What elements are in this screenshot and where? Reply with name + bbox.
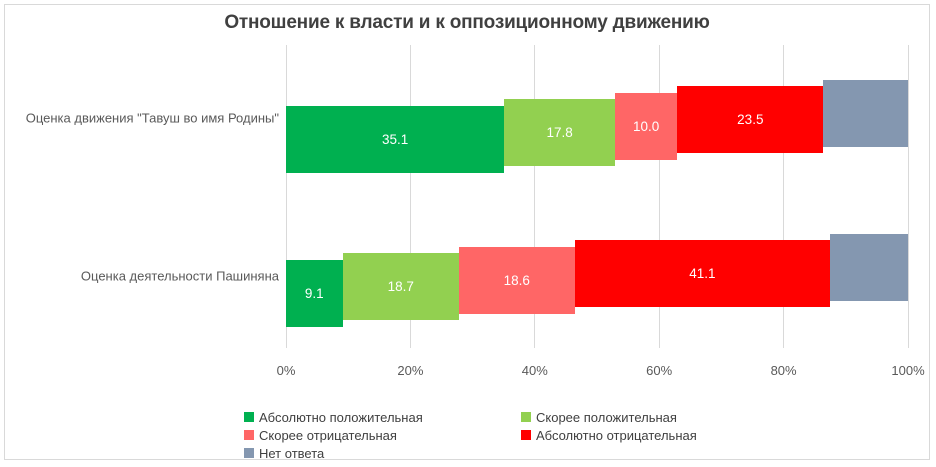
legend-item-label: Нет ответа — [259, 445, 325, 461]
bar-segment: 18.6 — [458, 246, 575, 314]
x-axis-tick-label: 80% — [770, 363, 797, 378]
bar-value-label: 41.1 — [689, 266, 716, 282]
legend-item: Абсолютно отрицательная — [521, 428, 697, 443]
legend: Абсолютно положительная Скорее положитель… — [244, 408, 697, 462]
x-axis-tick-label: 60% — [646, 363, 673, 378]
bar-segment: 23.5 — [677, 86, 824, 154]
bar-value-label: 17.8 — [546, 125, 573, 141]
bar-value-label: 23.5 — [737, 112, 764, 128]
legend-swatch-icon — [244, 448, 254, 458]
gridline — [534, 45, 536, 348]
x-axis: 0% 20% 40% 60% 80% 100% — [277, 363, 925, 379]
legend-swatch-icon — [244, 412, 254, 422]
bar-value-label: 9.1 — [304, 286, 324, 301]
gridline — [658, 45, 660, 348]
category-label: Оценка деятельности Пашиняна — [80, 268, 279, 284]
gridline — [409, 45, 411, 348]
legend-item-label: Скорее отрицательная — [259, 427, 397, 443]
legend-item-label: Абсолютно положительная — [259, 409, 423, 425]
x-axis-tick-label: 0% — [276, 363, 296, 378]
legend-item: Скорее отрицательная — [244, 428, 521, 443]
bar-value-label: 10.0 — [632, 118, 660, 134]
bar-segment: 10.0 — [615, 92, 678, 160]
gridline — [783, 45, 785, 348]
bar-value-label: 18.6 — [503, 272, 530, 288]
legend-swatch-icon — [244, 430, 254, 440]
bar-segment: 35.1 — [286, 106, 505, 173]
gridline — [907, 45, 909, 348]
legend-item-label: Скорее положительная — [536, 409, 677, 425]
x-axis-tick-label: 40% — [521, 363, 548, 378]
bar-segment: 41.1 — [574, 240, 831, 308]
gridline — [285, 45, 287, 348]
legend-swatch-icon — [521, 412, 531, 422]
bar-segment: 18.7 — [342, 253, 459, 321]
x-axis-tick-label: 20% — [397, 363, 424, 378]
plot-area: 35.1 17.8 10.0 23.5 9.1 18.7 18.6 41.1 0% 20% 40% 6… — [277, 45, 925, 378]
legend-item: Нет ответа — [244, 446, 521, 461]
chart-frame: Отношение к власти и к оппозиционному дв… — [4, 4, 930, 462]
legend-swatch-icon — [521, 430, 531, 440]
legend-item: Абсолютно положительная — [244, 410, 521, 425]
bar-segment: 9.1 — [286, 260, 343, 327]
legend-item: Скорее положительная — [521, 410, 697, 425]
category-label: Оценка движения "Тавуш во имя Родины" — [25, 110, 279, 126]
bar-value-label: 18.7 — [387, 279, 414, 295]
bar-segment: 17.8 — [504, 99, 616, 167]
x-axis-tick-label: 100% — [891, 363, 925, 378]
bar-segment — [830, 233, 908, 301]
bar-value-label: 35.1 — [382, 132, 409, 147]
legend-item-label: Абсолютно отрицательная — [536, 427, 697, 443]
bar-segment — [823, 79, 908, 147]
chart-title: Отношение к власти и к оппозиционному дв… — [224, 12, 710, 33]
